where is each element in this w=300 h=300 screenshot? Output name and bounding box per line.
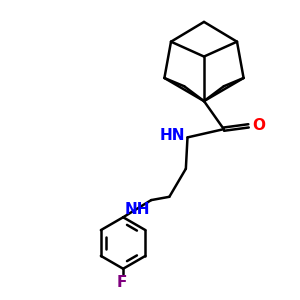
- Text: F: F: [116, 275, 127, 290]
- Text: O: O: [252, 118, 265, 133]
- Text: HN: HN: [160, 128, 185, 143]
- Text: NH: NH: [124, 202, 150, 217]
